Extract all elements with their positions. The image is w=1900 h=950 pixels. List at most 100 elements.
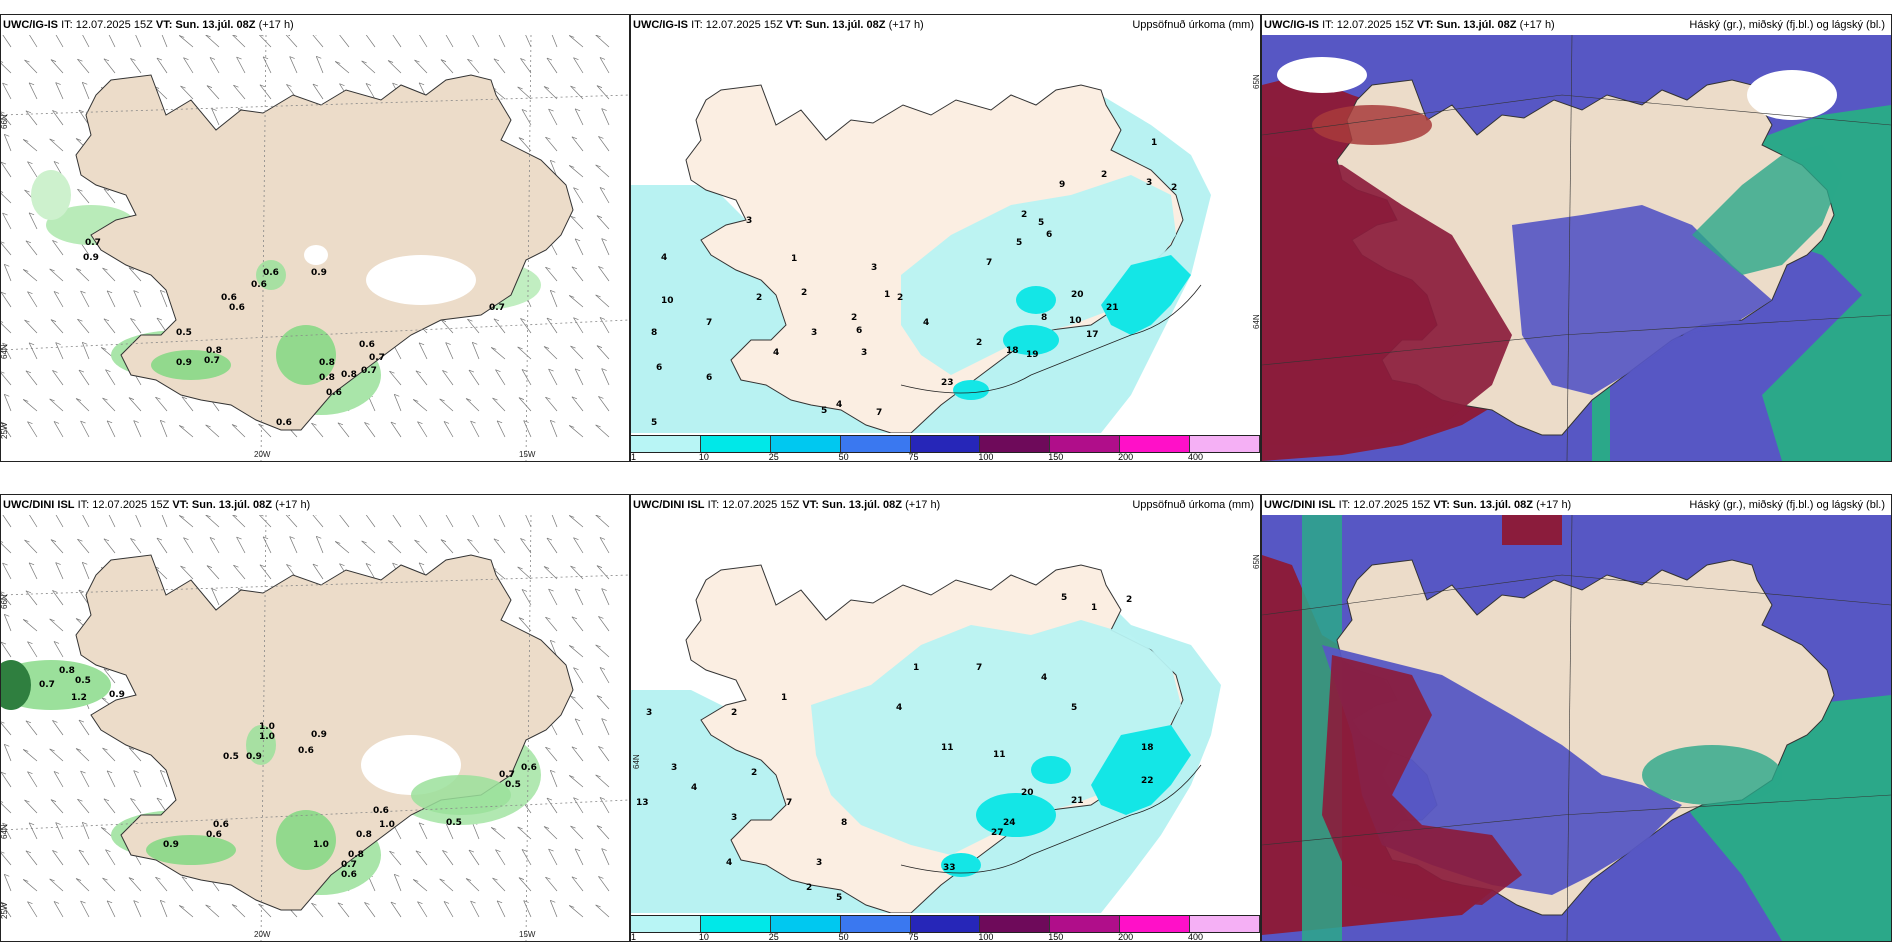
wind-barb [365,83,376,100]
wind-barb [546,317,558,334]
wind-barb [546,797,558,814]
value-label: 1 [1091,603,1097,613]
wind-barb-feather [440,59,447,62]
wind-barb [2,212,12,230]
value-label: 0.6 [206,830,222,840]
colorbar-swatch-5 [910,436,981,452]
wind-barb-feather [394,393,400,397]
wind-barb [262,56,272,74]
wind-barb [573,667,584,684]
wind-barb-feather [548,588,554,592]
wind-barb [1,641,12,658]
wind-barb-feather [569,645,575,648]
wind-barb-feather [25,240,32,244]
wind-barb [285,35,298,48]
wind-barb [28,822,38,840]
wind-barb-feather [53,421,60,424]
wind-barb [80,900,90,918]
grid-lines [1262,35,1891,461]
value-label: 20 [1021,788,1034,798]
wind-barb-feather [1,901,7,905]
wind-barb [492,397,506,412]
wind-barb-feather [546,57,553,61]
wind-barb [445,822,454,840]
wind-barb-feather [205,35,211,38]
wind-barb-feather [418,342,425,346]
wind-barb-feather [50,319,57,322]
wind-barb-feather [258,903,264,907]
wind-barb [599,797,610,814]
wind-barb [467,318,480,334]
wind-barb [493,538,506,554]
wind-barb [3,394,12,412]
wind-barb-feather [598,616,604,619]
wind-barb [49,398,64,412]
wind-barb-feather [1,541,4,543]
wind-barb [442,850,454,866]
value-label: 4 [691,783,697,793]
wind-barb [52,720,64,736]
value-label: 11 [941,743,954,753]
colorbar-swatch-3 [770,916,841,932]
wind-barb [258,423,272,438]
colorbar-ticks: 1 10 25 50 75 100 150 200 400 [631,452,1260,461]
wind-barb [53,901,64,918]
wind-barb-feather [23,749,29,752]
value-labels: 0.8 0.7 0.5 1.2 0.9 1.0 1.0 0.5 0.9 0.9 … [39,666,537,880]
value-label: 8 [1041,313,1047,323]
wind-barb [548,368,558,386]
wind-barb-feather [25,110,32,114]
cloud-high-over-land [1322,655,1522,905]
wind-barb-feather [569,295,575,298]
wind-barb-feather [287,35,291,36]
wind-barb [25,240,38,256]
wind-barb [493,318,506,334]
wind-barb-feather [52,590,58,593]
wind-barb-feather [601,718,607,721]
wind-barb-feather [573,317,579,321]
wind-barb [598,396,610,412]
wind-barb [573,187,584,204]
wind-barb-feather [417,901,423,905]
value-label: 7 [876,408,882,418]
wind-barb [209,537,220,554]
value-label: 3 [646,708,652,718]
wind-barb-feather [573,797,579,801]
wind-barb-feather [389,850,395,854]
wind-barb-feather [52,110,58,113]
wind-barb-feather [128,267,135,270]
wind-barb [573,537,584,554]
wind-barb-feather [231,904,238,907]
wind-barb [518,617,532,632]
wind-barb-feather [392,82,398,86]
wind-barb [2,342,12,360]
wind-barb-feather [24,799,30,803]
wind-barb [518,397,532,412]
wind-barb [77,188,90,204]
wind-barb-feather [82,821,88,825]
value-label: 4 [661,253,667,263]
wind-barb-feather [414,59,420,63]
wind-barb [339,515,350,528]
wind-barb [52,110,64,126]
wind-barb-feather [23,879,29,882]
value-label: 7 [976,663,982,673]
wind-barb-feather [55,562,61,565]
wind-barb-feather [262,56,269,60]
wind-barb [364,422,376,438]
wind-barb [549,900,558,918]
wind-barb-feather [181,876,188,880]
panel-clouds-top: UWC/IG-IS IT: 12.07.2025 15Z VT: Sun. 13… [1261,14,1892,462]
wind-barb [28,82,38,100]
wind-barb-feather [50,59,57,62]
wind-barb-feather [470,420,476,424]
lat-label-64: 64N [1,344,9,359]
wind-barb-feather [414,539,420,543]
wind-barb [387,540,402,554]
wind-barb-feather [1,61,4,63]
wind-barb [106,420,116,438]
wind-barb-feather [75,398,82,401]
wind-barb [573,57,584,74]
wind-barb-feather [49,138,55,142]
wind-barb [419,35,428,48]
